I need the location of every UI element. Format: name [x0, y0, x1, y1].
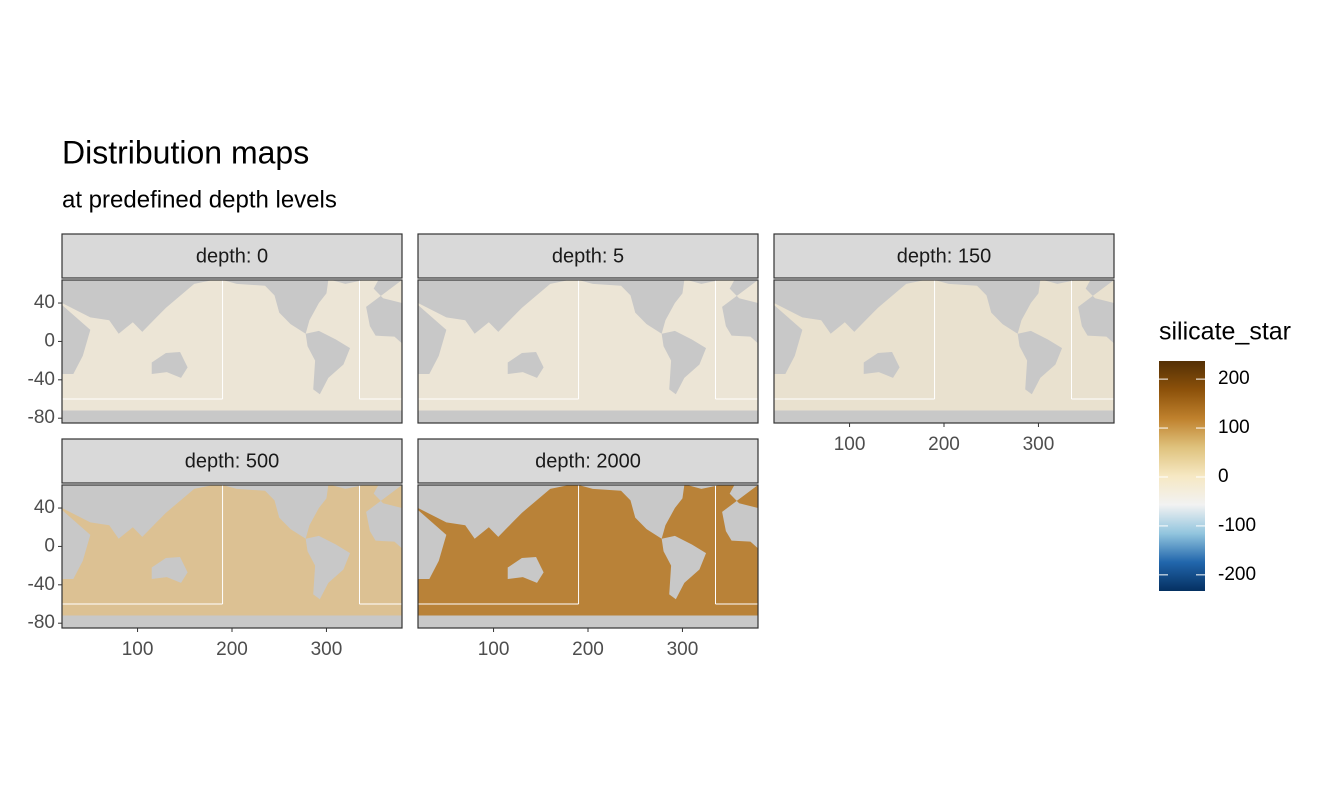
x-tick-label: 200	[928, 434, 960, 455]
strip-label: depth: 500	[185, 450, 280, 472]
land	[305, 330, 351, 395]
land	[366, 485, 402, 549]
land	[722, 485, 758, 549]
y-tick-label: 40	[34, 292, 55, 313]
x-tick-label: 200	[216, 639, 248, 660]
land	[62, 280, 214, 334]
y-tick-label: -80	[28, 407, 55, 428]
x-tick-label: 300	[667, 639, 699, 660]
chart-title: Distribution maps	[62, 134, 309, 170]
legend-title: silicate_star	[1159, 318, 1291, 346]
land	[661, 330, 707, 395]
chart-subtitle: at predefined depth levels	[62, 186, 337, 213]
land	[774, 410, 1114, 423]
land	[331, 485, 365, 489]
x-tick-label: 100	[834, 434, 866, 455]
x-tick-label: 100	[122, 639, 154, 660]
land	[62, 485, 214, 539]
y-tick-label: -80	[28, 612, 55, 633]
land	[1078, 280, 1114, 344]
panel-border	[417, 279, 759, 424]
land	[1017, 330, 1063, 395]
land	[507, 556, 544, 583]
land	[331, 280, 365, 284]
land	[305, 535, 351, 600]
land	[863, 351, 900, 378]
x-tick-label: 300	[1023, 434, 1055, 455]
land	[418, 280, 570, 334]
land	[62, 410, 402, 423]
land	[934, 280, 1041, 334]
y-tick-label: -40	[28, 574, 55, 595]
y-tick-label: 0	[44, 330, 55, 351]
land	[774, 304, 803, 375]
land	[418, 410, 758, 423]
legend-label: -200	[1218, 564, 1256, 585]
land	[774, 280, 926, 334]
strip-label: depth: 5	[552, 245, 624, 267]
legend-label: 0	[1218, 466, 1229, 487]
legend-label: 200	[1218, 368, 1250, 389]
land	[151, 351, 188, 378]
x-tick-label: 200	[572, 639, 604, 660]
land	[151, 556, 188, 583]
land	[418, 509, 447, 580]
land	[418, 304, 447, 375]
land	[418, 615, 758, 628]
strip-label: depth: 150	[897, 245, 992, 267]
panel-border	[61, 279, 403, 424]
land	[687, 280, 721, 284]
land	[578, 485, 685, 539]
strip	[417, 438, 759, 484]
strip-label: depth: 0	[196, 245, 268, 267]
legend-label: 100	[1218, 417, 1250, 438]
land	[687, 485, 721, 489]
x-tick-label: 300	[311, 639, 343, 660]
land	[62, 615, 402, 628]
strip	[61, 233, 403, 279]
land	[1043, 280, 1077, 284]
land	[222, 280, 329, 334]
land	[62, 304, 91, 375]
land	[222, 485, 329, 539]
strip	[61, 438, 403, 484]
y-tick-label: 40	[34, 497, 55, 518]
land	[507, 351, 544, 378]
colorbar	[1159, 361, 1205, 591]
land	[661, 535, 707, 600]
land	[578, 280, 685, 334]
legend-label: -100	[1218, 515, 1256, 536]
land	[62, 509, 91, 580]
strip-label: depth: 2000	[535, 450, 641, 472]
y-tick-label: 0	[44, 535, 55, 556]
strip	[417, 233, 759, 279]
x-tick-label: 100	[478, 639, 510, 660]
y-tick-label: -40	[28, 369, 55, 390]
land	[366, 280, 402, 344]
land	[722, 280, 758, 344]
land	[418, 485, 570, 539]
strip	[773, 233, 1115, 279]
